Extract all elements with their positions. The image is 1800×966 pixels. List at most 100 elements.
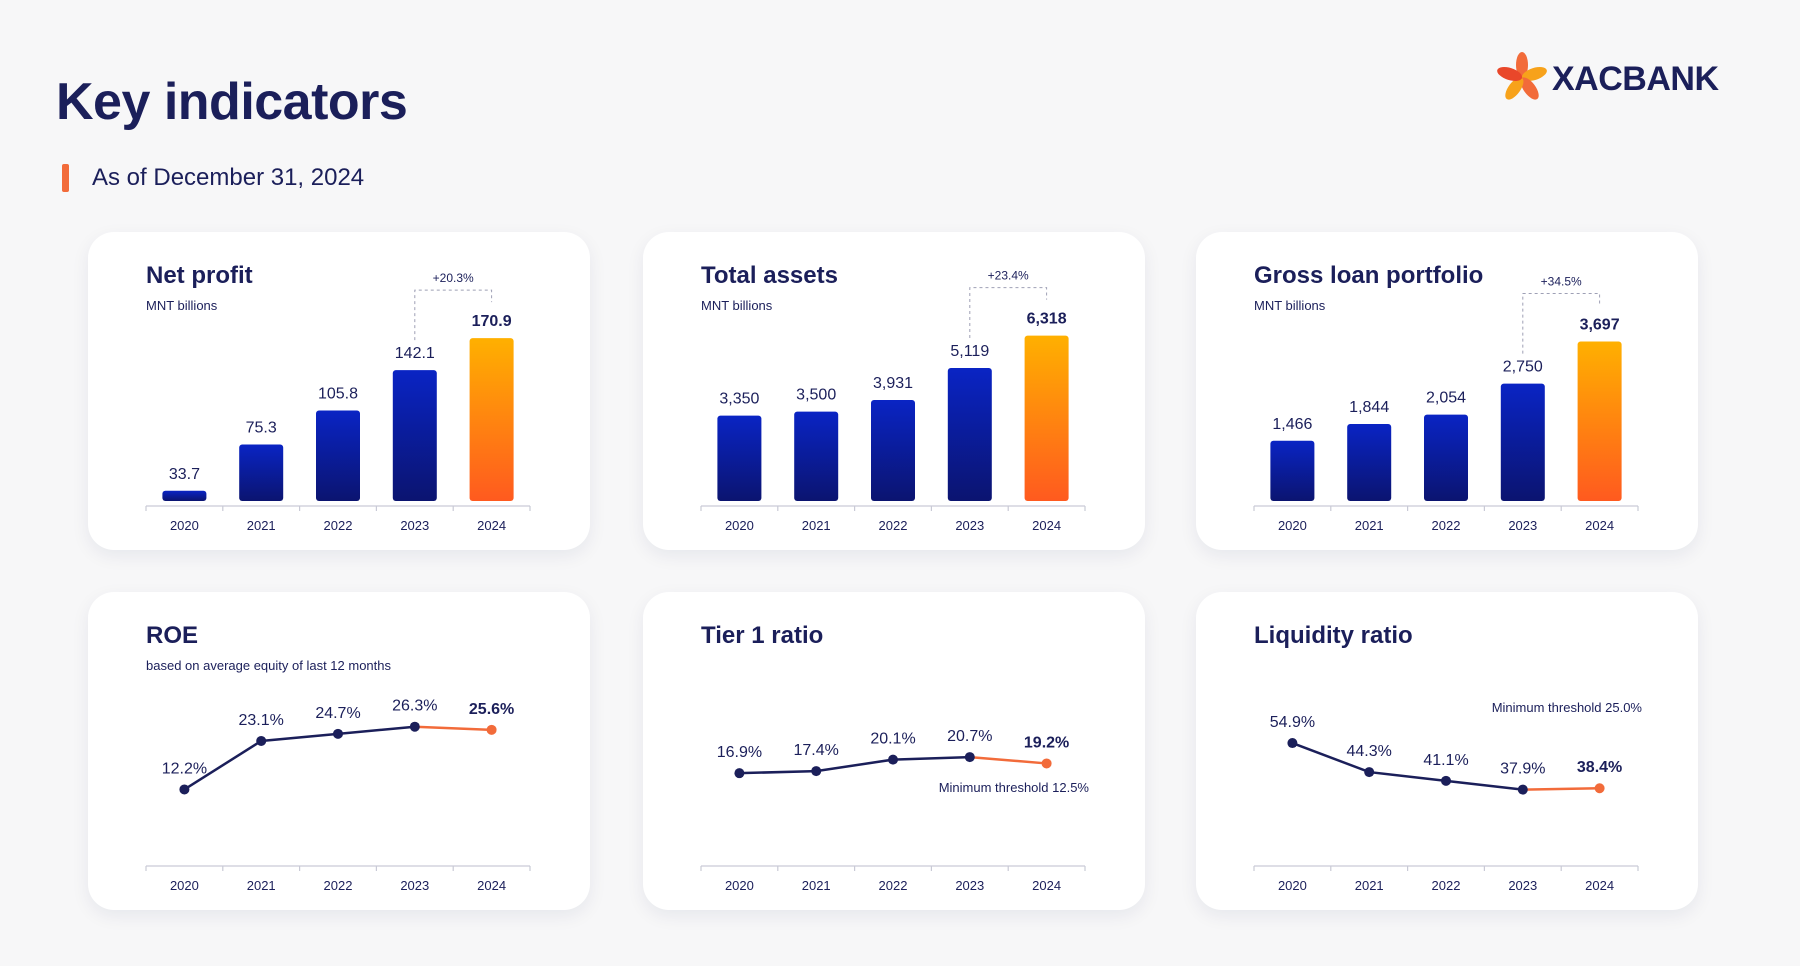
- point-value-label: 54.9%: [1270, 714, 1315, 731]
- data-point: [1287, 738, 1298, 749]
- bar-value-label: 170.9: [472, 313, 512, 330]
- bar: [1347, 423, 1392, 501]
- data-point: [1041, 758, 1052, 769]
- net-profit-card: Net profit MNT billions 2020 2021 2022 2023…: [88, 232, 590, 550]
- data-point: [888, 754, 898, 765]
- growth-label: +20.3%: [433, 271, 474, 285]
- tier1-ratio-card: Tier 1 ratio 2020 2021 2022 2023 2024 16.9% 17…: [643, 592, 1145, 910]
- bar: [239, 444, 284, 501]
- x-tick-label: 2021: [802, 878, 831, 893]
- bar-value-label: 3,350: [719, 391, 759, 408]
- bar: [1577, 341, 1622, 501]
- x-tick-label: 2022: [1432, 518, 1461, 533]
- x-tick-label: 2024: [1032, 878, 1061, 893]
- x-tick-label: 2020: [170, 878, 199, 893]
- bar-value-label: 2,054: [1426, 390, 1466, 407]
- card-subtitle: MNT billions: [1254, 298, 1326, 313]
- series-line: [739, 755, 970, 775]
- x-tick-label: 2023: [955, 878, 984, 893]
- threshold-label: Minimum threshold 25.0%: [1492, 700, 1643, 715]
- threshold-label: Minimum threshold 12.5%: [939, 780, 1090, 795]
- x-tick-label: 2020: [1278, 878, 1307, 893]
- bar: [947, 367, 992, 501]
- x-tick-label: 2024: [1032, 518, 1061, 533]
- data-point: [1517, 784, 1528, 795]
- bar: [1500, 383, 1545, 501]
- bar: [392, 370, 437, 501]
- x-tick-label: 2021: [247, 518, 276, 533]
- bar-value-label: 33.7: [169, 466, 200, 483]
- net-profit-chart: 2020 2021 2022 2023 2024 33.7 75.3 105.8 142.1 17…: [145, 271, 531, 533]
- bar-value-label: 105.8: [318, 386, 358, 403]
- point-value-label: 20.1%: [870, 731, 915, 748]
- x-tick-label: 2023: [400, 518, 429, 533]
- point-value-label: 19.2%: [1024, 734, 1069, 751]
- series-line-latest: [969, 755, 1047, 765]
- x-tick-label: 2021: [1355, 518, 1384, 533]
- series-line-latest: [414, 725, 492, 732]
- card-title: ROE: [146, 622, 199, 649]
- card-subtitle: MNT billions: [701, 298, 773, 313]
- point-value-label: 16.9%: [717, 744, 762, 761]
- bar-value-label: 3,500: [796, 387, 836, 404]
- bar: [794, 411, 839, 501]
- card-title: Tier 1 ratio: [701, 622, 824, 649]
- x-tick-label: 2022: [1432, 878, 1461, 893]
- roe-chart: 2020 2021 2022 2023 2024 12.2% 23.1% 24.7% 26.3%…: [145, 698, 531, 893]
- data-point: [734, 768, 745, 779]
- bar-value-label: 2,750: [1503, 359, 1543, 376]
- point-value-label: 20.7%: [947, 728, 992, 745]
- logo-flower-icon: [1497, 52, 1547, 100]
- x-tick-label: 2023: [955, 518, 984, 533]
- gross-loan-portfolio-chart: 2020 2021 2022 2023 2024 1,466 1,844 2,054 2,750…: [1253, 274, 1639, 533]
- x-tick-label: 2022: [324, 518, 353, 533]
- bar-value-label: 1,844: [1349, 399, 1389, 416]
- series-line-latest: [1522, 786, 1600, 791]
- data-point: [1364, 767, 1375, 778]
- growth-bracket: [414, 289, 493, 341]
- total-assets-card: Total assets MNT billions 2020 2021 2022 20…: [643, 232, 1145, 550]
- bar: [871, 399, 915, 501]
- x-tick-label: 2020: [725, 518, 754, 533]
- bar: [1024, 335, 1069, 501]
- bar-value-label: 3,931: [873, 375, 913, 392]
- point-value-label: 38.4%: [1577, 759, 1622, 776]
- x-tick-label: 2022: [324, 878, 353, 893]
- x-tick-label: 2022: [879, 878, 908, 893]
- bar-value-label: 6,318: [1027, 311, 1067, 328]
- x-tick-label: 2024: [477, 878, 506, 893]
- x-tick-label: 2020: [1278, 518, 1307, 533]
- series-line: [183, 725, 415, 791]
- point-value-label: 41.1%: [1423, 752, 1468, 769]
- growth-bracket: [1522, 292, 1601, 354]
- as-of-date: As of December 31, 2024: [92, 164, 365, 191]
- total-assets-chart: 2020 2021 2022 2023 2024 3,350 3,500 3,931 5,119…: [700, 269, 1086, 533]
- bar: [1270, 440, 1315, 501]
- liquidity-ratio-chart: 2020 2021 2022 2023 2024 54.9% 44.3% 41.1% 37.9%…: [1253, 700, 1643, 893]
- subtitle-accent-bar: [62, 164, 69, 192]
- data-point: [1594, 783, 1605, 794]
- growth-label: +23.4%: [988, 269, 1029, 283]
- card-subtitle: based on average equity of last 12 month…: [146, 658, 391, 673]
- x-tick-label: 2021: [802, 518, 831, 533]
- bar: [162, 490, 207, 501]
- roe-card: ROE based on average equity of last 12 m…: [88, 592, 590, 910]
- bar-value-label: 5,119: [950, 343, 989, 360]
- bar: [469, 338, 514, 501]
- x-tick-label: 2020: [170, 518, 199, 533]
- bar-value-label: 75.3: [246, 419, 277, 436]
- point-value-label: 37.9%: [1500, 761, 1545, 778]
- bar: [717, 415, 762, 501]
- bar-value-label: 3,697: [1580, 316, 1620, 333]
- x-tick-label: 2024: [477, 518, 506, 533]
- card-title: Gross loan portfolio: [1254, 262, 1484, 289]
- card-subtitle: MNT billions: [146, 298, 218, 313]
- data-point: [1441, 775, 1451, 786]
- card-title: Net profit: [146, 262, 253, 289]
- card-title: Liquidity ratio: [1254, 622, 1413, 649]
- x-tick-label: 2023: [1508, 518, 1537, 533]
- gross-loan-portfolio-card: Gross loan portfolio MNT billions 2020 20…: [1196, 232, 1698, 550]
- x-tick-label: 2023: [400, 878, 429, 893]
- xacbank-logo: XACBANK: [1494, 50, 1734, 110]
- x-tick-label: 2023: [1508, 878, 1537, 893]
